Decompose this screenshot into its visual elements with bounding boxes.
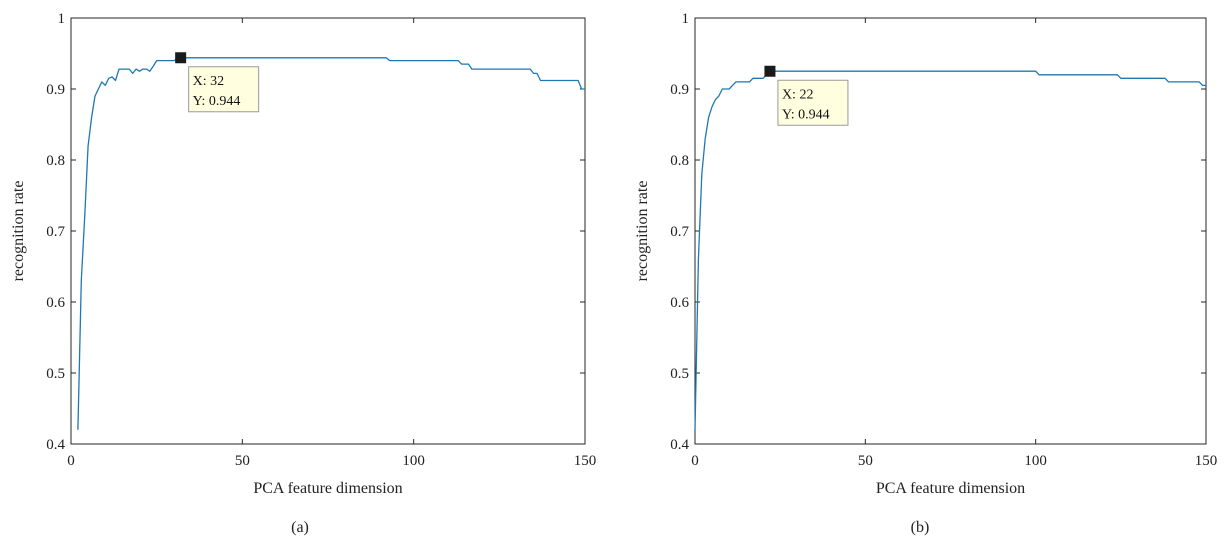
x-axis-label: PCA feature dimension (253, 480, 402, 497)
datatip-box (188, 66, 260, 113)
x-tick-label: 0 (67, 453, 75, 469)
y-tick-label: 1 (58, 11, 66, 27)
x-tick-label: 0 (691, 453, 699, 469)
datatip-x-text: X: 22 (782, 87, 814, 102)
panel-label: (b) (911, 519, 930, 536)
x-tick-label: 150 (574, 453, 597, 469)
datatip-marker[interactable] (764, 65, 776, 77)
y-tick-label: 0.8 (670, 153, 689, 169)
datatip-y-text: Y: 0.944 (782, 107, 830, 122)
plot-area-frame (694, 17, 1207, 445)
chart-panel-a: 0 50 100 150 0.4 0.5 0.6 0.7 0.8 0.9 1 PCA feature … (10, 11, 596, 536)
datatip-marker[interactable] (175, 52, 187, 64)
y-tick-label: 0.5 (670, 366, 689, 382)
chart-panel-b: 0 50 100 150 0.4 0.5 0.6 0.7 0.8 0.9 1 PCA feature … (634, 11, 1217, 536)
y-tick-label: 0.5 (46, 366, 65, 382)
series-line (77, 57, 585, 430)
y-axis-label: recognition rate (10, 181, 27, 282)
y-tick-label: 0.4 (670, 437, 689, 453)
datatip-y-text: Y: 0.944 (193, 94, 241, 109)
panel-label: (a) (291, 519, 309, 536)
y-tick-label: 0.9 (46, 82, 65, 98)
y-tick-label: 0.4 (46, 437, 65, 453)
y-tick-label: 0.9 (670, 82, 689, 98)
series-line (694, 70, 1206, 430)
datatip-x-text: X: 32 (193, 74, 225, 89)
plot-area-frame (70, 17, 586, 445)
x-tick-label: 100 (1024, 453, 1047, 469)
y-tick-label: 0.8 (46, 153, 65, 169)
x-tick-label: 50 (235, 453, 250, 469)
x-tick-label: 50 (858, 453, 873, 469)
datatip-box (777, 79, 849, 126)
x-tick-label: 150 (1195, 453, 1218, 469)
x-axis-label: PCA feature dimension (876, 480, 1025, 497)
x-tick-label: 100 (402, 453, 425, 469)
y-tick-label: 0.6 (670, 295, 689, 311)
y-tick-label: 0.7 (46, 224, 65, 240)
y-tick-label: 0.7 (670, 224, 689, 240)
y-tick-label: 1 (682, 11, 690, 27)
y-tick-label: 0.6 (46, 295, 65, 311)
y-axis-label: recognition rate (634, 181, 651, 282)
